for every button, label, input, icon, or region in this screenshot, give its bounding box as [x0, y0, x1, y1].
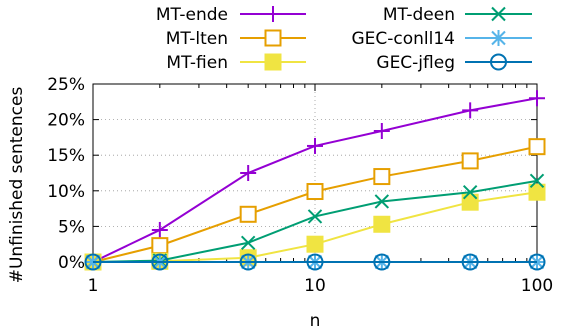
- data-point-mt-fien: [461, 193, 479, 211]
- legend-marker: [265, 6, 281, 22]
- data-point-mt-deen: [374, 194, 390, 209]
- square-mark: [264, 29, 282, 47]
- data-point-mt-deen: [240, 235, 256, 250]
- legend-entry-mt-fien: MT-fien: [166, 53, 306, 73]
- x-mark: [462, 185, 478, 200]
- circle-mark: [461, 253, 479, 271]
- data-point-mt-ende: [373, 122, 390, 139]
- x-tick-label: 1: [88, 276, 99, 296]
- circle-mark: [84, 253, 102, 271]
- circle-mark: [151, 253, 169, 271]
- x-mark: [491, 6, 506, 22]
- data-point-mt-deen: [529, 173, 545, 189]
- data-point-mt-fien: [306, 235, 324, 253]
- legend-marker: [490, 30, 507, 46]
- data-point-mt-lten: [306, 183, 324, 201]
- data-point-mt-fien: [528, 183, 546, 201]
- legend-marker: [491, 6, 506, 22]
- square-mark: [306, 183, 324, 201]
- square-mark: [264, 53, 282, 71]
- y-tick-label: 25%: [47, 75, 85, 95]
- star-mark: [491, 30, 506, 46]
- series-gec-jfleg: [84, 253, 546, 271]
- legend-entry-gec-jfleg: GEC-jfleg: [376, 53, 532, 73]
- square-mark: [528, 138, 546, 156]
- square-mark: [239, 205, 257, 223]
- data-point-mt-lten: [528, 138, 546, 156]
- y-tick-label: 0%: [58, 253, 85, 273]
- x-mark: [529, 173, 545, 189]
- data-point-mt-deen: [462, 185, 478, 200]
- legend-entry-mt-ende: MT-ende: [156, 5, 306, 25]
- axes: 0% 5% 10% 15% 20% 25% 1 10 100: [47, 75, 553, 296]
- data-point-gec-jfleg: [84, 253, 102, 271]
- data-point-mt-lten: [239, 205, 257, 223]
- legend-marker: [264, 29, 282, 47]
- circle-mark: [490, 53, 507, 71]
- data-point-mt-lten: [461, 152, 479, 170]
- series: [84, 90, 546, 271]
- data-point-gec-jfleg: [151, 253, 169, 271]
- square-mark: [373, 168, 391, 186]
- square-mark: [461, 152, 479, 170]
- y-tick-label: 15%: [47, 146, 85, 166]
- x-axis-label: n: [310, 311, 321, 331]
- data-point-mt-ende: [240, 165, 257, 181]
- legend-label: GEC-jfleg: [376, 53, 455, 73]
- circle-mark: [306, 253, 324, 271]
- data-point-gec-jfleg: [461, 253, 479, 271]
- y-tick-label: 10%: [47, 182, 85, 202]
- square-mark: [373, 215, 391, 233]
- y-tick-label: 5%: [58, 217, 85, 237]
- data-point-mt-lten: [373, 168, 391, 186]
- legend-label: MT-lten: [166, 29, 228, 49]
- data-point-mt-ende: [529, 90, 545, 107]
- legend-entry-gec-conll14: GEC-conll14: [351, 29, 532, 49]
- legend-entry-mt-deen: MT-deen: [383, 5, 532, 25]
- legend-label: GEC-conll14: [351, 29, 455, 49]
- x-mark: [307, 209, 323, 224]
- circle-mark: [528, 253, 546, 271]
- circle-mark: [373, 253, 391, 271]
- x-tick-label: 10: [304, 276, 326, 296]
- square-mark: [306, 235, 324, 253]
- circle-mark: [239, 253, 257, 271]
- data-point-gec-jfleg: [239, 253, 257, 271]
- data-point-gec-jfleg: [306, 253, 324, 271]
- square-mark: [151, 237, 169, 255]
- data-point-mt-lten: [151, 237, 169, 255]
- data-point-mt-ende: [307, 137, 323, 154]
- y-axis-label: #Unfinished sentences: [7, 87, 27, 284]
- data-point-gec-jfleg: [373, 253, 391, 271]
- square-mark: [528, 183, 546, 201]
- x-mark: [240, 235, 256, 250]
- data-point-mt-ende: [151, 221, 168, 238]
- data-point-mt-ende: [462, 102, 479, 119]
- legend-label: MT-fien: [166, 53, 228, 73]
- legend: MT-ende MT-lten MT-fien MT-deen GEC-conll14 G…: [156, 5, 532, 73]
- legend-marker: [490, 53, 507, 71]
- legend-entry-mt-lten: MT-lten: [166, 29, 306, 49]
- x-mark: [374, 194, 390, 209]
- legend-marker: [264, 53, 282, 71]
- square-mark: [461, 193, 479, 211]
- data-point-mt-fien: [373, 215, 391, 233]
- y-tick-label: 20%: [47, 111, 85, 131]
- data-point-mt-deen: [307, 209, 323, 224]
- x-tick-label: 100: [521, 276, 553, 296]
- grid: [93, 84, 537, 262]
- legend-label: MT-ende: [156, 5, 228, 25]
- data-point-gec-jfleg: [528, 253, 546, 271]
- legend-label: MT-deen: [383, 5, 455, 25]
